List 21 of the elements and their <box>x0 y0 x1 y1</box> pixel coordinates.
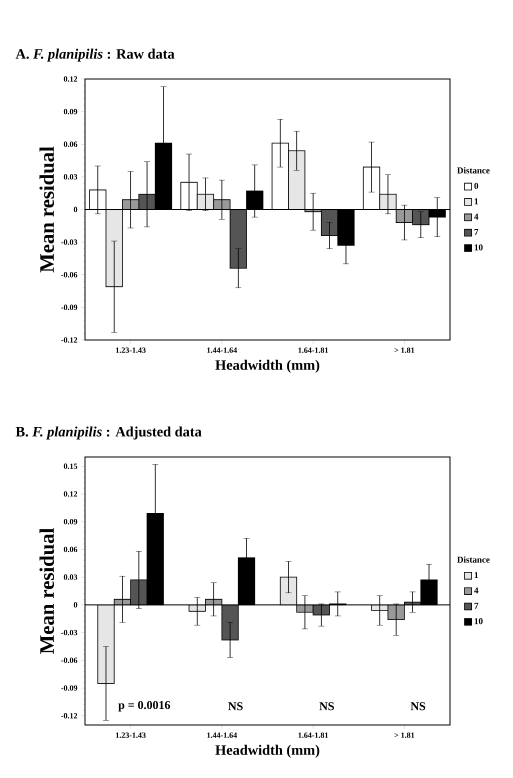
legend-label: 7 <box>474 229 478 235</box>
legend-label: 1 <box>474 198 478 204</box>
legend-label: 10 <box>474 618 483 624</box>
x-axis-title: Headwidth (mm) <box>215 744 320 758</box>
legend-title: Distance <box>457 167 490 174</box>
annotation: p = 0.0016 <box>118 700 170 712</box>
x-axis-title: Headwidth (mm) <box>215 360 320 373</box>
annotation: NS <box>228 702 243 710</box>
chart-title: A. F. planipilis : Raw data <box>16 48 174 62</box>
legend-label: 7 <box>474 602 478 609</box>
chart-title: B. F. planipilis : Adjusted data <box>16 426 202 440</box>
annotation: NS <box>319 702 334 710</box>
legend-label: 10 <box>474 244 483 250</box>
y-axis-title: Mean residual <box>39 528 54 654</box>
legend-label: 1 <box>474 572 478 578</box>
legend-label: 4 <box>474 587 478 594</box>
legend-title: Distance <box>457 556 490 563</box>
legend-label: 0 <box>474 182 478 189</box>
legend-label: 4 <box>474 214 478 220</box>
y-axis-title: Mean residual <box>39 146 54 272</box>
annotation: NS <box>410 702 426 710</box>
